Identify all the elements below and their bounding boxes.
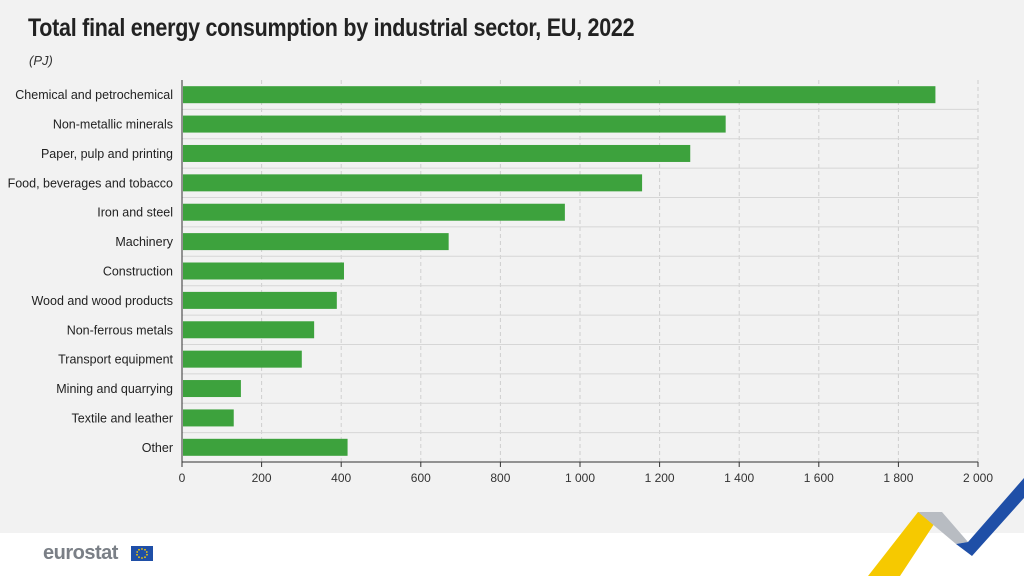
bar bbox=[183, 321, 315, 339]
bar-chart: Chemical and petrochemical Non-metallic m… bbox=[8, 80, 993, 485]
bar bbox=[183, 233, 449, 251]
unit-label: (PJ) bbox=[29, 53, 53, 68]
bar bbox=[183, 144, 691, 162]
bar bbox=[183, 409, 234, 427]
x-tick-label: 1 800 bbox=[883, 471, 913, 485]
category-label: Iron and steel bbox=[97, 206, 173, 220]
category-label: Wood and wood products bbox=[31, 294, 173, 308]
category-label: Non-metallic minerals bbox=[53, 118, 173, 132]
bar bbox=[183, 262, 344, 280]
bar bbox=[183, 350, 302, 368]
category-labels: Chemical and petrochemical Non-metallic m… bbox=[8, 88, 174, 455]
footer-bar bbox=[0, 533, 1024, 576]
row-separators bbox=[182, 108, 978, 463]
category-label: Machinery bbox=[115, 235, 173, 249]
category-label: Mining and quarrying bbox=[56, 382, 173, 396]
bar bbox=[183, 86, 936, 104]
category-label: Food, beverages and tobacco bbox=[8, 176, 173, 190]
bars bbox=[183, 86, 936, 456]
category-label: Other bbox=[142, 441, 173, 455]
x-tick-label: 2 000 bbox=[963, 471, 993, 485]
x-tick-label: 400 bbox=[331, 471, 351, 485]
bar bbox=[183, 203, 565, 221]
grid-lines bbox=[261, 80, 979, 462]
category-label: Construction bbox=[103, 265, 173, 279]
bar bbox=[183, 174, 643, 192]
x-tick-label: 600 bbox=[411, 471, 431, 485]
category-label: Chemical and petrochemical bbox=[15, 88, 173, 102]
x-tick-labels: 0 200 400 600 800 1 000 1 200 1 400 1 600 1 800 2 … bbox=[179, 462, 993, 485]
chart-title: Total final energy consumption by indust… bbox=[28, 14, 635, 42]
x-tick-label: 1 200 bbox=[645, 471, 675, 485]
x-tick-label: 0 bbox=[179, 471, 186, 485]
category-label: Paper, pulp and printing bbox=[41, 147, 173, 161]
eu-flag-icon bbox=[131, 546, 153, 561]
eurostat-logo: eurostat bbox=[43, 542, 118, 564]
bar bbox=[183, 380, 241, 398]
bar bbox=[183, 115, 726, 133]
x-tick-label: 1 000 bbox=[565, 471, 595, 485]
category-label: Transport equipment bbox=[58, 353, 173, 367]
x-tick-label: 200 bbox=[252, 471, 272, 485]
x-tick-label: 1 400 bbox=[724, 471, 754, 485]
category-label: Textile and leather bbox=[72, 411, 173, 425]
x-tick-label: 800 bbox=[490, 471, 510, 485]
bar bbox=[183, 291, 337, 309]
category-label: Non-ferrous metals bbox=[67, 323, 173, 337]
eurostat-swoosh-icon bbox=[868, 478, 1024, 576]
bar bbox=[183, 438, 348, 456]
x-tick-label: 1 600 bbox=[804, 471, 834, 485]
